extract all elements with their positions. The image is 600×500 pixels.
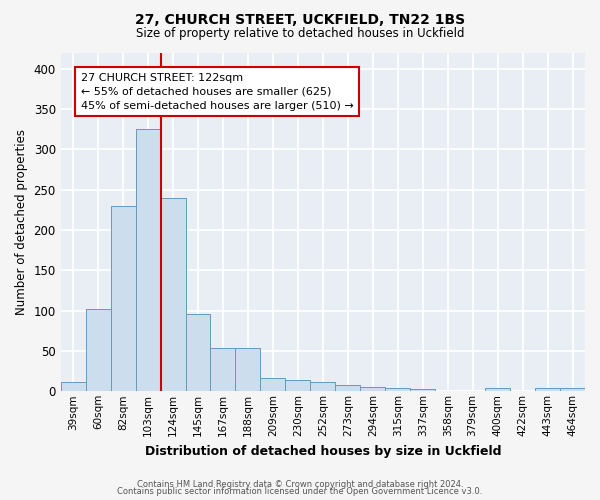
Bar <box>136 129 161 392</box>
Text: Contains public sector information licensed under the Open Government Licence v3: Contains public sector information licen… <box>118 487 482 496</box>
Bar <box>185 314 211 392</box>
Bar <box>61 382 86 392</box>
Bar <box>235 348 260 392</box>
Text: 27, CHURCH STREET, UCKFIELD, TN22 1BS: 27, CHURCH STREET, UCKFIELD, TN22 1BS <box>135 12 465 26</box>
Bar <box>560 388 585 392</box>
Bar <box>260 378 286 392</box>
Bar <box>535 388 560 392</box>
Bar <box>410 389 435 392</box>
Bar <box>110 206 136 392</box>
Y-axis label: Number of detached properties: Number of detached properties <box>15 129 28 315</box>
Text: Contains HM Land Registry data © Crown copyright and database right 2024.: Contains HM Land Registry data © Crown c… <box>137 480 463 489</box>
Bar <box>335 385 360 392</box>
Bar <box>86 309 110 392</box>
Text: 27 CHURCH STREET: 122sqm
← 55% of detached houses are smaller (625)
45% of semi-: 27 CHURCH STREET: 122sqm ← 55% of detach… <box>80 72 353 110</box>
Bar <box>385 388 410 392</box>
Bar <box>161 198 185 392</box>
Bar <box>286 380 310 392</box>
Bar <box>310 382 335 392</box>
Bar <box>360 387 385 392</box>
Bar <box>211 348 235 392</box>
X-axis label: Distribution of detached houses by size in Uckfield: Distribution of detached houses by size … <box>145 444 501 458</box>
Text: Size of property relative to detached houses in Uckfield: Size of property relative to detached ho… <box>136 28 464 40</box>
Bar <box>485 388 510 392</box>
